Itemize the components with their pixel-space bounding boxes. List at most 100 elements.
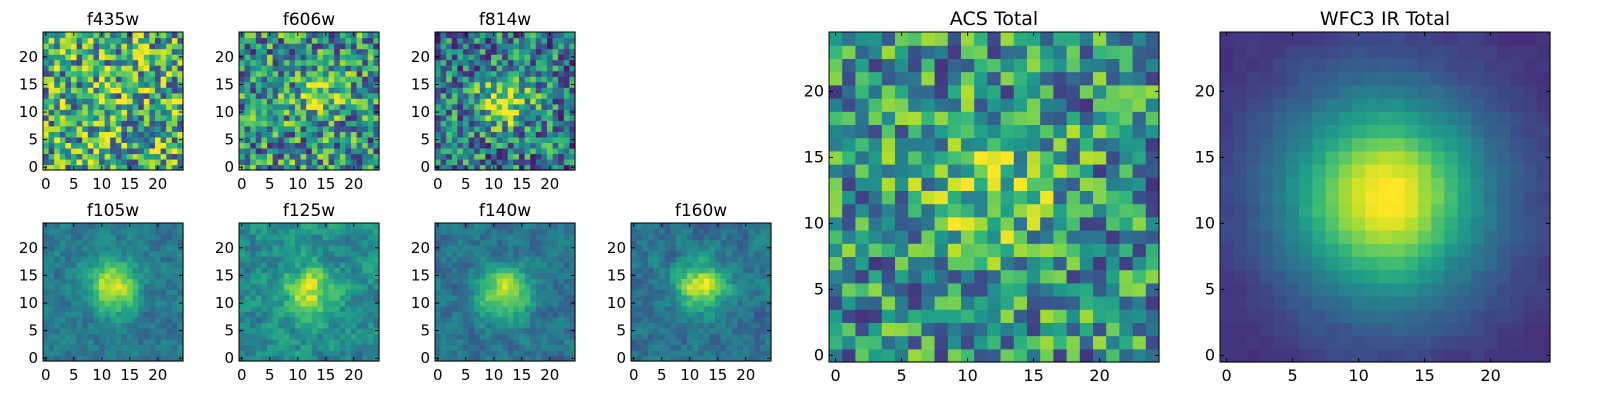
heatmap-cell — [71, 109, 78, 116]
heatmap-cell — [43, 256, 50, 263]
heatmap-cell — [82, 92, 89, 99]
heatmap-cell — [351, 333, 358, 340]
heatmap-cell — [87, 234, 94, 241]
heatmap-cell — [463, 65, 470, 72]
heatmap-cell — [1000, 164, 1015, 178]
heatmap-cell — [552, 87, 559, 94]
heatmap-cell — [468, 256, 475, 263]
heatmap-cell — [261, 147, 268, 155]
heatmap-cell — [524, 245, 531, 252]
heatmap-cell — [726, 305, 733, 312]
heatmap-cell — [569, 316, 576, 323]
heatmap-cell — [334, 92, 341, 99]
heatmap-cell — [104, 245, 111, 252]
heatmap-cell — [547, 43, 554, 50]
heatmap-cell — [127, 87, 134, 94]
heatmap-cell — [1093, 322, 1107, 337]
heatmap-cell — [842, 230, 856, 244]
heatmap-cell — [934, 335, 949, 350]
heatmap-cell — [155, 125, 162, 132]
heatmap-cell — [1132, 203, 1147, 218]
heatmap-cell — [138, 272, 145, 279]
heatmap-cell — [76, 239, 83, 246]
heatmap-cell — [1132, 177, 1147, 191]
heatmap-cell — [474, 344, 481, 351]
heatmap-cell — [339, 59, 346, 66]
heatmap-cell — [177, 125, 184, 132]
heatmap-cell — [166, 136, 173, 143]
heatmap-cell — [921, 150, 936, 165]
heatmap-cell — [261, 120, 268, 127]
heatmap-cell — [317, 158, 324, 166]
heatmap-cell — [339, 223, 346, 230]
heatmap-cell — [362, 228, 369, 235]
heatmap-cell — [239, 349, 246, 357]
heatmap-cell — [306, 103, 313, 110]
heatmap-cell — [244, 65, 251, 72]
heatmap-cell — [541, 70, 548, 77]
heatmap-cell — [48, 114, 55, 121]
heatmap-cell — [541, 164, 548, 171]
heatmap-cell — [306, 256, 313, 263]
heatmap-cell — [563, 349, 570, 357]
heatmap-cell — [43, 103, 50, 110]
heatmap-cell — [642, 316, 649, 323]
heatmap-cell — [76, 43, 83, 50]
heatmap-cell — [250, 278, 257, 285]
heatmap-cell — [502, 54, 509, 61]
heatmap-cell — [563, 316, 570, 323]
x-tick-label: 0 — [237, 366, 247, 384]
heatmap-cell — [311, 158, 318, 166]
heatmap-cell — [295, 37, 302, 44]
heatmap-cell — [468, 76, 475, 83]
heatmap-cell — [255, 344, 262, 351]
heatmap-cell — [177, 223, 184, 230]
heatmap-cell — [435, 256, 442, 263]
heatmap-cell — [54, 65, 61, 72]
heatmap-cell — [317, 283, 324, 290]
heatmap-cell — [166, 158, 173, 166]
heatmap-cell — [367, 234, 374, 241]
heatmap-cell — [552, 65, 559, 72]
heatmap-cell — [250, 48, 257, 55]
heatmap-cell — [468, 136, 475, 143]
heatmap-cell — [541, 109, 548, 116]
heatmap-cell — [491, 322, 498, 329]
heatmap-cell — [868, 190, 883, 205]
heatmap-cell — [244, 142, 251, 149]
heatmap-cell — [552, 272, 559, 279]
heatmap-cell — [272, 76, 279, 83]
heatmap-cell — [76, 305, 83, 312]
x-tick-label: 20 — [344, 175, 363, 193]
heatmap-cell — [115, 109, 122, 116]
heatmap-cell — [720, 256, 727, 263]
heatmap-cell — [670, 223, 677, 230]
heatmap-cell — [463, 322, 470, 329]
heatmap-cell — [737, 316, 744, 323]
heatmap-cell — [328, 311, 335, 318]
heatmap-cell — [149, 81, 156, 88]
heatmap-cell — [451, 289, 458, 296]
heatmap-cell — [115, 261, 122, 268]
axes-frame — [42, 222, 184, 362]
heatmap-cell — [748, 283, 755, 290]
heatmap-cell — [507, 48, 514, 55]
heatmap-cell — [451, 153, 458, 160]
heatmap-cell — [524, 43, 531, 50]
heatmap-cell — [842, 282, 856, 297]
heatmap-cell — [127, 278, 134, 285]
heatmap-cell — [496, 223, 503, 230]
heatmap-cell — [239, 92, 246, 99]
heatmap-cell — [255, 272, 262, 279]
heatmap-cell — [138, 355, 145, 362]
heatmap-cell — [87, 261, 94, 268]
heatmap-cell — [720, 267, 727, 274]
heatmap-cell — [479, 245, 486, 252]
heatmap-cell — [451, 322, 458, 329]
heatmap-cell — [552, 311, 559, 318]
heatmap-cell — [435, 87, 442, 94]
heatmap-cell — [76, 294, 83, 301]
heatmap-cell — [987, 335, 1002, 350]
heatmap-cell — [71, 311, 78, 318]
y-tick-label: 20 — [411, 48, 430, 66]
